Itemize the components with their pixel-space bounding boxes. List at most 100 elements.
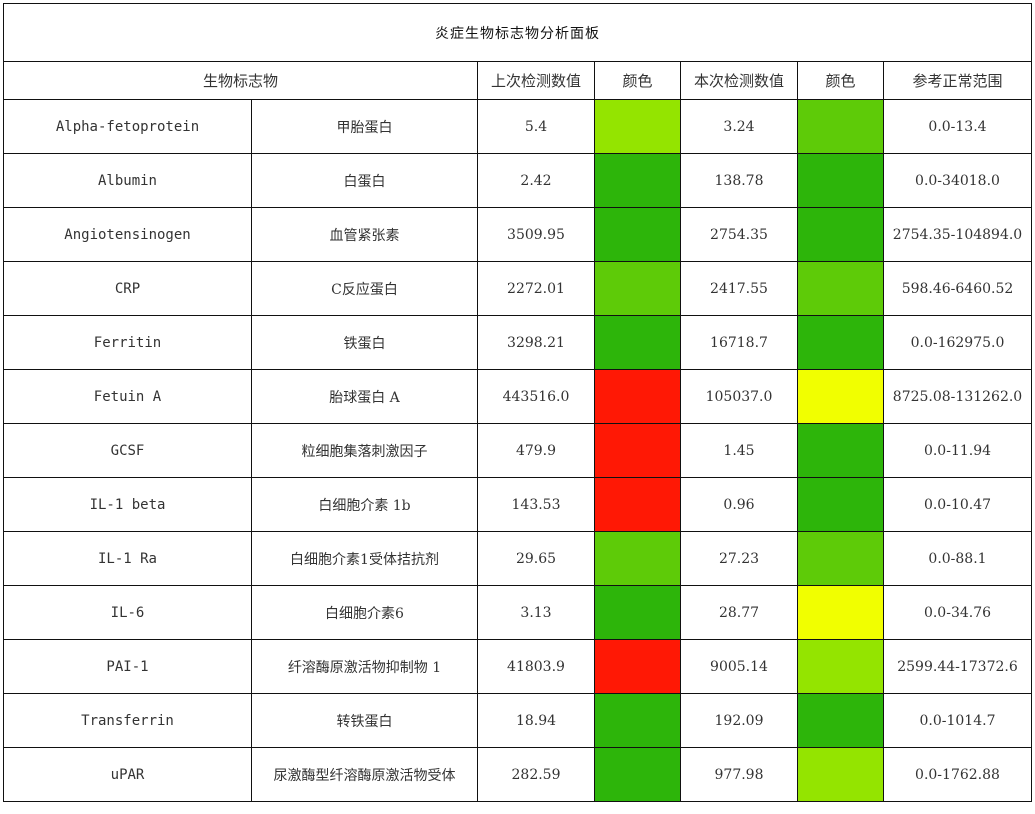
header-current-value: 本次检测数值 xyxy=(680,61,798,100)
previous-status-swatch xyxy=(594,261,681,316)
header-previous-value: 上次检测数值 xyxy=(477,61,595,100)
current-status-swatch xyxy=(797,639,884,694)
reference-range: 0.0-34018.0 xyxy=(883,153,1032,208)
table-row: Albumin 白蛋白 2.42 138.78 0.0-34018.0 xyxy=(3,153,1032,208)
table-row: IL-6 白细胞介素6 3.13 28.77 0.0-34.76 xyxy=(3,585,1032,640)
current-value: 138.78 xyxy=(680,153,798,208)
page-title: 炎症生物标志物分析面板 xyxy=(3,3,1032,62)
table-row: IL-1 Ra 白细胞介素1受体拮抗剂 29.65 27.23 0.0-88.1 xyxy=(3,531,1032,586)
reference-range: 0.0-1014.7 xyxy=(883,693,1032,748)
current-value: 192.09 xyxy=(680,693,798,748)
previous-value: 282.59 xyxy=(477,747,595,802)
biomarker-chinese-name: C反应蛋白 xyxy=(251,261,478,316)
biomarker-english-name: IL-6 xyxy=(3,585,252,640)
previous-value: 2.42 xyxy=(477,153,595,208)
table-row: Angiotensinogen 血管紧张素 3509.95 2754.35 2754.3… xyxy=(3,207,1032,262)
biomarker-chinese-name: 血管紧张素 xyxy=(251,207,478,262)
reference-range: 2599.44-17372.6 xyxy=(883,639,1032,694)
previous-value: 3298.21 xyxy=(477,315,595,370)
current-value: 2417.55 xyxy=(680,261,798,316)
biomarker-chinese-name: 白蛋白 xyxy=(251,153,478,208)
previous-status-swatch xyxy=(594,369,681,424)
current-value: 3.24 xyxy=(680,99,798,154)
previous-value: 18.94 xyxy=(477,693,595,748)
biomarker-english-name: PAI-1 xyxy=(3,639,252,694)
biomarker-chinese-name: 粒细胞集落刺激因子 xyxy=(251,423,478,478)
current-value: 27.23 xyxy=(680,531,798,586)
current-value: 9005.14 xyxy=(680,639,798,694)
biomarker-english-name: IL-1 beta xyxy=(3,477,252,532)
reference-range: 0.0-10.47 xyxy=(883,477,1032,532)
table-row: GCSF 粒细胞集落刺激因子 479.9 1.45 0.0-11.94 xyxy=(3,423,1032,478)
previous-value: 29.65 xyxy=(477,531,595,586)
previous-status-swatch xyxy=(594,153,681,208)
header-current-color: 颜色 xyxy=(797,61,884,100)
previous-value: 2272.01 xyxy=(477,261,595,316)
previous-status-swatch xyxy=(594,207,681,262)
table-row: Ferritin 铁蛋白 3298.21 16718.7 0.0-162975.0 xyxy=(3,315,1032,370)
header-row: 生物标志物 上次检测数值 颜色 本次检测数值 颜色 参考正常范围 xyxy=(3,61,1032,100)
biomarker-chinese-name: 尿激酶型纤溶酶原激活物受体 xyxy=(251,747,478,802)
reference-range: 0.0-13.4 xyxy=(883,99,1032,154)
biomarker-english-name: Alpha-fetoprotein xyxy=(3,99,252,154)
table-row: IL-1 beta 白细胞介素 1b 143.53 0.96 0.0-10.47 xyxy=(3,477,1032,532)
current-value: 1.45 xyxy=(680,423,798,478)
previous-status-swatch xyxy=(594,639,681,694)
previous-status-swatch xyxy=(594,747,681,802)
previous-status-swatch xyxy=(594,531,681,586)
biomarker-chinese-name: 白细胞介素 1b xyxy=(251,477,478,532)
current-status-swatch xyxy=(797,207,884,262)
previous-value: 41803.9 xyxy=(477,639,595,694)
biomarker-english-name: IL-1 Ra xyxy=(3,531,252,586)
biomarker-english-name: uPAR xyxy=(3,747,252,802)
reference-range: 0.0-88.1 xyxy=(883,531,1032,586)
current-status-swatch xyxy=(797,423,884,478)
biomarker-english-name: GCSF xyxy=(3,423,252,478)
current-value: 105037.0 xyxy=(680,369,798,424)
current-status-swatch xyxy=(797,315,884,370)
header-previous-color: 颜色 xyxy=(594,61,681,100)
biomarker-chinese-name: 铁蛋白 xyxy=(251,315,478,370)
current-status-swatch xyxy=(797,99,884,154)
current-value: 28.77 xyxy=(680,585,798,640)
current-status-swatch xyxy=(797,153,884,208)
previous-value: 3.13 xyxy=(477,585,595,640)
previous-status-swatch xyxy=(594,423,681,478)
reference-range: 8725.08-131262.0 xyxy=(883,369,1032,424)
current-status-swatch xyxy=(797,477,884,532)
biomarker-chinese-name: 甲胎蛋白 xyxy=(251,99,478,154)
previous-status-swatch xyxy=(594,693,681,748)
current-value: 2754.35 xyxy=(680,207,798,262)
current-status-swatch xyxy=(797,585,884,640)
previous-status-swatch xyxy=(594,315,681,370)
current-status-swatch xyxy=(797,369,884,424)
biomarker-english-name: Transferrin xyxy=(3,693,252,748)
current-status-swatch xyxy=(797,531,884,586)
biomarker-english-name: Angiotensinogen xyxy=(3,207,252,262)
biomarker-chinese-name: 白细胞介素6 xyxy=(251,585,478,640)
current-value: 0.96 xyxy=(680,477,798,532)
table-row: Alpha-fetoprotein 甲胎蛋白 5.4 3.24 0.0-13.4 xyxy=(3,99,1032,154)
previous-status-swatch xyxy=(594,477,681,532)
table-row: CRP C反应蛋白 2272.01 2417.55 598.46-6460.52 xyxy=(3,261,1032,316)
header-reference-range: 参考正常范围 xyxy=(883,61,1032,100)
current-status-swatch xyxy=(797,747,884,802)
previous-value: 143.53 xyxy=(477,477,595,532)
reference-range: 0.0-11.94 xyxy=(883,423,1032,478)
header-biomarker: 生物标志物 xyxy=(3,61,478,100)
previous-value: 479.9 xyxy=(477,423,595,478)
biomarker-english-name: CRP xyxy=(3,261,252,316)
previous-value: 5.4 xyxy=(477,99,595,154)
biomarker-chinese-name: 纤溶酶原激活物抑制物 1 xyxy=(251,639,478,694)
current-value: 16718.7 xyxy=(680,315,798,370)
reference-range: 0.0-1762.88 xyxy=(883,747,1032,802)
current-status-swatch xyxy=(797,693,884,748)
biomarker-chinese-name: 白细胞介素1受体拮抗剂 xyxy=(251,531,478,586)
table-row: PAI-1 纤溶酶原激活物抑制物 1 41803.9 9005.14 2599.44-1… xyxy=(3,639,1032,694)
reference-range: 0.0-162975.0 xyxy=(883,315,1032,370)
biomarker-english-name: Albumin xyxy=(3,153,252,208)
current-status-swatch xyxy=(797,261,884,316)
table-row: Transferrin 转铁蛋白 18.94 192.09 0.0-1014.7 xyxy=(3,693,1032,748)
table-row: Fetuin A 胎球蛋白 A 443516.0 105037.0 8725.08-13… xyxy=(3,369,1032,424)
biomarker-panel: 炎症生物标志物分析面板 生物标志物 上次检测数值 颜色 本次检测数值 颜色 参考… xyxy=(3,3,1032,802)
